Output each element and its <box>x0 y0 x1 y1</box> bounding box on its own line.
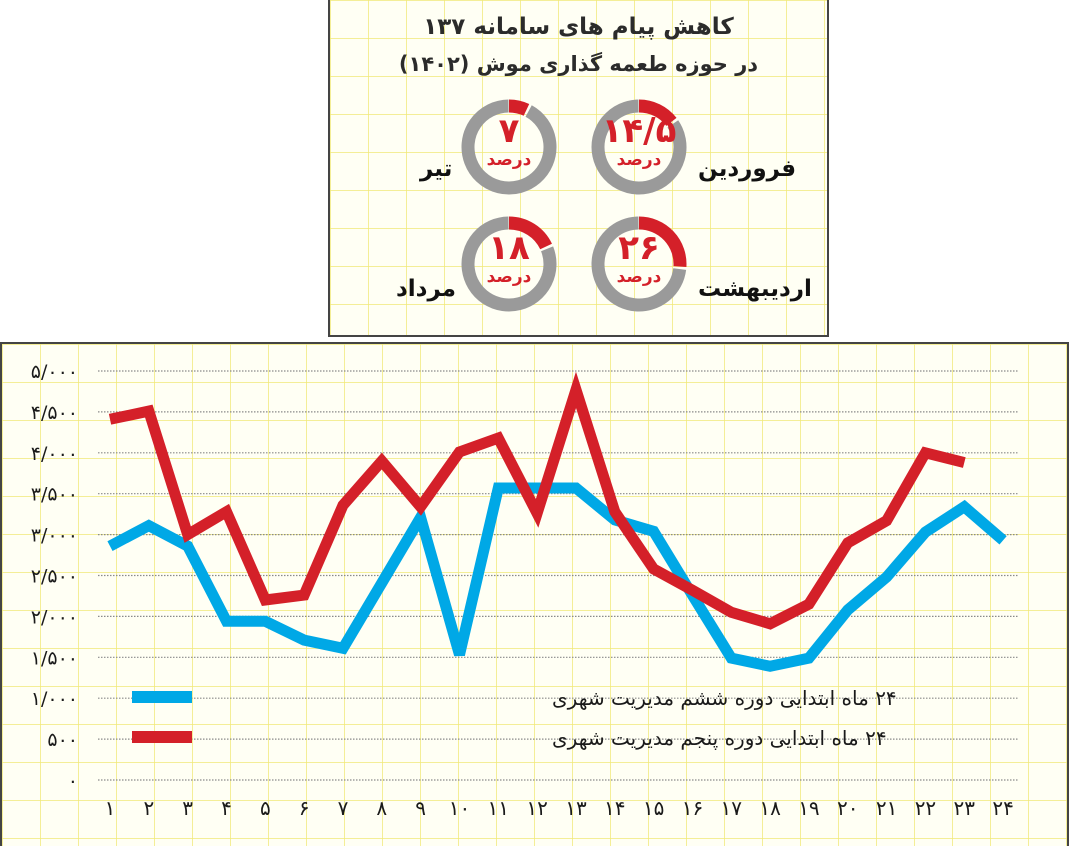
legend: ۲۴ ماه ابتدایی دوره ششم مدیریت شهری ۲۴ ما… <box>132 686 897 751</box>
series-lines <box>107 371 1007 672</box>
x-axis-labels: ۱ ۲ ۳ ۴ ۵ ۶ ۷ ۸ ۹ ۱۰ ۱۱ ۱۲ ۱۳ ۱۴ ۱۵ ۱۶ ۱۷ ۱۸ ۱۹ ۲۰ ۲۱ ۲۲ ۲۳ ۲۴ <box>105 796 1014 820</box>
x-tick-label: ۱۲ <box>526 796 547 820</box>
y-tick-label: ۱/۰۰۰ <box>31 688 78 710</box>
x-tick-label: ۱۰ <box>449 796 470 820</box>
donut-ordibehesht: ۲۶ درصد <box>590 215 688 313</box>
series-line-sixth-term <box>107 482 1007 672</box>
x-tick-label: ۱۸ <box>759 796 781 820</box>
x-tick-label: ۱ <box>105 796 116 820</box>
month-label-ordibehesht: اردیبهشت <box>698 276 812 302</box>
legend-swatch <box>132 691 192 703</box>
series-line-fifth-term <box>108 371 966 630</box>
y-tick-label: ۵۰۰ <box>47 729 78 751</box>
line-chart: ۰ ۵۰۰ ۱/۰۰۰ ۱/۵۰۰ ۲/۰۰۰ ۲/۵۰۰ ۳/۰۰۰ ۳/۵۰۰ ۴/۰۰۰ ۴… <box>31 361 1018 820</box>
y-tick-label: ۳/۰۰۰ <box>31 525 78 547</box>
x-tick-label: ۴ <box>221 796 232 820</box>
infobox-title-line2: در حوزه طعمه گذاری موش (۱۴۰۲) <box>398 52 759 76</box>
donut-ring-icon <box>591 216 687 312</box>
x-tick-label: ۲۱ <box>876 796 897 820</box>
y-tick-label: ۰ <box>68 770 78 792</box>
x-tick-label: ۷ <box>338 796 349 820</box>
y-tick-label: ۲/۵۰۰ <box>31 566 78 588</box>
donut-unit: درصد <box>486 267 532 287</box>
donut-ring-icon <box>461 216 557 312</box>
x-tick-label: ۲۴ <box>992 796 1013 820</box>
donut-farvardin: ۱۴/۵ درصد <box>590 98 688 196</box>
month-label-tir: تیر <box>420 156 453 182</box>
y-tick-label: ۲/۰۰۰ <box>31 606 78 628</box>
x-tick-label: ۵ <box>260 796 271 820</box>
x-tick-label: ۲۳ <box>954 796 976 820</box>
legend-label: ۲۴ ماه ابتدایی دوره ششم مدیریت شهری <box>552 686 897 710</box>
donut-value: ۱۸ <box>488 228 530 268</box>
x-tick-label: ۲ <box>143 796 154 820</box>
y-tick-label: ۵/۰۰۰ <box>31 361 78 383</box>
donut-unit: درصد <box>616 267 662 287</box>
donut-mordad: ۱۸ درصد <box>460 215 558 313</box>
x-tick-label: ۱۶ <box>682 796 703 820</box>
x-tick-label: ۳ <box>182 796 193 820</box>
x-tick-label: ۶ <box>299 796 310 820</box>
x-tick-label: ۲۲ <box>915 796 936 820</box>
x-tick-label: ۱۹ <box>798 796 819 820</box>
infobox-title-line1: کاهش پیام های سامانه ۱۳۷ <box>423 14 734 40</box>
y-tick-label: ۱/۵۰۰ <box>31 647 78 669</box>
line-chart-panel: ۰ ۵۰۰ ۱/۰۰۰ ۱/۵۰۰ ۲/۰۰۰ ۲/۵۰۰ ۳/۰۰۰ ۳/۵۰۰ ۴/۰۰۰ ۴… <box>0 342 1069 846</box>
x-tick-label: ۸ <box>376 796 387 820</box>
donut-unit: درصد <box>616 150 662 170</box>
donut-value: ۱۴/۵ <box>601 111 677 151</box>
x-tick-label: ۱۱ <box>488 796 509 820</box>
y-tick-label: ۴/۰۰۰ <box>31 443 78 465</box>
y-tick-label: ۳/۵۰۰ <box>31 484 78 506</box>
donut-value: ۷ <box>498 111 520 151</box>
x-tick-label: ۱۴ <box>604 796 625 820</box>
month-label-mordad: مرداد <box>396 276 457 302</box>
y-tick-label: ۴/۵۰۰ <box>31 402 78 424</box>
donut-tir: ۷ درصد <box>460 98 558 196</box>
legend-swatch <box>132 731 192 743</box>
x-tick-label: ۱۵ <box>643 796 664 820</box>
x-tick-label: ۹ <box>415 796 426 820</box>
legend-label: ۲۴ ماه ابتدایی دوره پنجم مدیریت شهری <box>552 726 887 751</box>
x-tick-label: ۱۳ <box>565 796 587 820</box>
donut-unit: درصد <box>486 150 532 170</box>
donut-ring-icon <box>591 99 687 195</box>
x-tick-label: ۱۷ <box>721 796 743 820</box>
donut-value: ۲۶ <box>618 228 660 268</box>
donut-ring-icon <box>461 99 557 195</box>
y-axis-labels: ۰ ۵۰۰ ۱/۰۰۰ ۱/۵۰۰ ۲/۰۰۰ ۲/۵۰۰ ۳/۰۰۰ ۳/۵۰۰ ۴/۰۰۰ ۴… <box>31 361 78 792</box>
x-tick-label: ۲۰ <box>837 796 858 820</box>
month-label-farvardin: فروردین <box>698 156 797 182</box>
summary-infobox: کاهش پیام های سامانه ۱۳۷ در حوزه طعمه گذ… <box>328 0 829 337</box>
